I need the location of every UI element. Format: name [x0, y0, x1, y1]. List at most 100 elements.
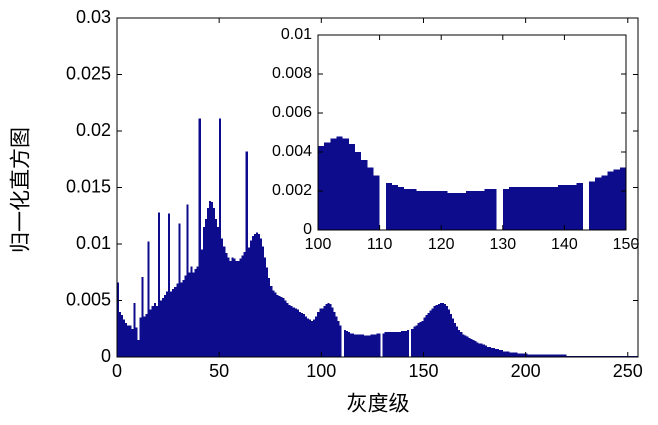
bar [454, 323, 457, 357]
bar [227, 257, 230, 357]
bar [135, 327, 138, 357]
bar [249, 240, 252, 357]
bars [318, 136, 626, 230]
bar [260, 238, 263, 357]
y-tick-label: 0.008 [272, 65, 312, 82]
plot-frame [317, 34, 627, 231]
bar [294, 308, 297, 357]
bar [421, 320, 424, 357]
bar [123, 319, 126, 357]
bar [278, 295, 281, 357]
bar [241, 255, 244, 357]
bar [552, 187, 559, 230]
bar [635, 355, 638, 357]
bar [206, 207, 209, 357]
bar [255, 232, 258, 357]
bar [548, 354, 551, 357]
bar [382, 333, 385, 357]
bar [437, 303, 440, 357]
bar [584, 355, 587, 357]
bar [593, 355, 596, 357]
bar [392, 332, 395, 357]
bar [131, 328, 134, 357]
bar [317, 311, 320, 357]
bar [194, 268, 197, 357]
bar [364, 335, 367, 357]
bar [280, 297, 283, 357]
bar [445, 306, 448, 357]
bar [331, 307, 334, 357]
bar [119, 311, 122, 357]
bar [419, 321, 422, 357]
bar [225, 253, 228, 357]
bar [213, 207, 216, 357]
bar [417, 323, 420, 357]
bar [613, 355, 616, 357]
bar [311, 320, 314, 357]
bar [245, 151, 248, 357]
bar [595, 177, 602, 230]
bar [361, 159, 368, 230]
bar [186, 204, 189, 357]
bar [568, 355, 571, 357]
bar [623, 355, 626, 357]
y-tick-label: 0.015 [66, 176, 111, 196]
bar [476, 342, 479, 357]
bar [290, 306, 293, 357]
bar [435, 191, 442, 230]
bar [221, 238, 224, 357]
bar [433, 306, 436, 357]
bar [378, 333, 381, 357]
bar [174, 286, 177, 357]
bar [429, 310, 432, 357]
bar [503, 351, 506, 357]
bar [458, 329, 461, 357]
bar [533, 354, 536, 357]
bar [264, 257, 267, 357]
bar [464, 335, 467, 357]
bar [302, 314, 305, 357]
bar [233, 258, 236, 357]
y-tick-label: 0.01 [281, 26, 312, 43]
bar [523, 353, 526, 357]
bar [595, 355, 598, 357]
bar [422, 191, 429, 230]
bar [521, 187, 528, 230]
bar [166, 291, 169, 357]
bar [607, 355, 610, 357]
bar [386, 332, 389, 357]
bar [398, 187, 405, 230]
bar [405, 331, 408, 357]
bar [298, 311, 301, 357]
bar [459, 192, 466, 230]
bar [492, 347, 495, 357]
bar [607, 171, 614, 230]
bar [373, 175, 380, 230]
bar [270, 285, 273, 357]
bar [554, 354, 557, 357]
bar [539, 187, 546, 230]
bar [570, 355, 573, 357]
bar [153, 302, 156, 357]
bar [367, 167, 374, 230]
y-tick-label: 0 [101, 346, 111, 366]
bar [253, 233, 256, 357]
bar [360, 334, 363, 357]
bar [235, 260, 238, 357]
bar [517, 353, 520, 357]
bar [591, 355, 594, 357]
x-tick-label: 200 [511, 361, 541, 381]
bar [574, 355, 577, 357]
bar [215, 219, 218, 357]
bar [210, 202, 214, 357]
bar [161, 298, 164, 357]
bar [601, 175, 608, 230]
bar [354, 334, 357, 357]
bar [348, 144, 355, 230]
bar [515, 187, 522, 230]
bar [482, 344, 485, 357]
bar [525, 353, 528, 357]
bar [272, 290, 275, 357]
bar [544, 354, 547, 357]
bar [490, 347, 493, 357]
